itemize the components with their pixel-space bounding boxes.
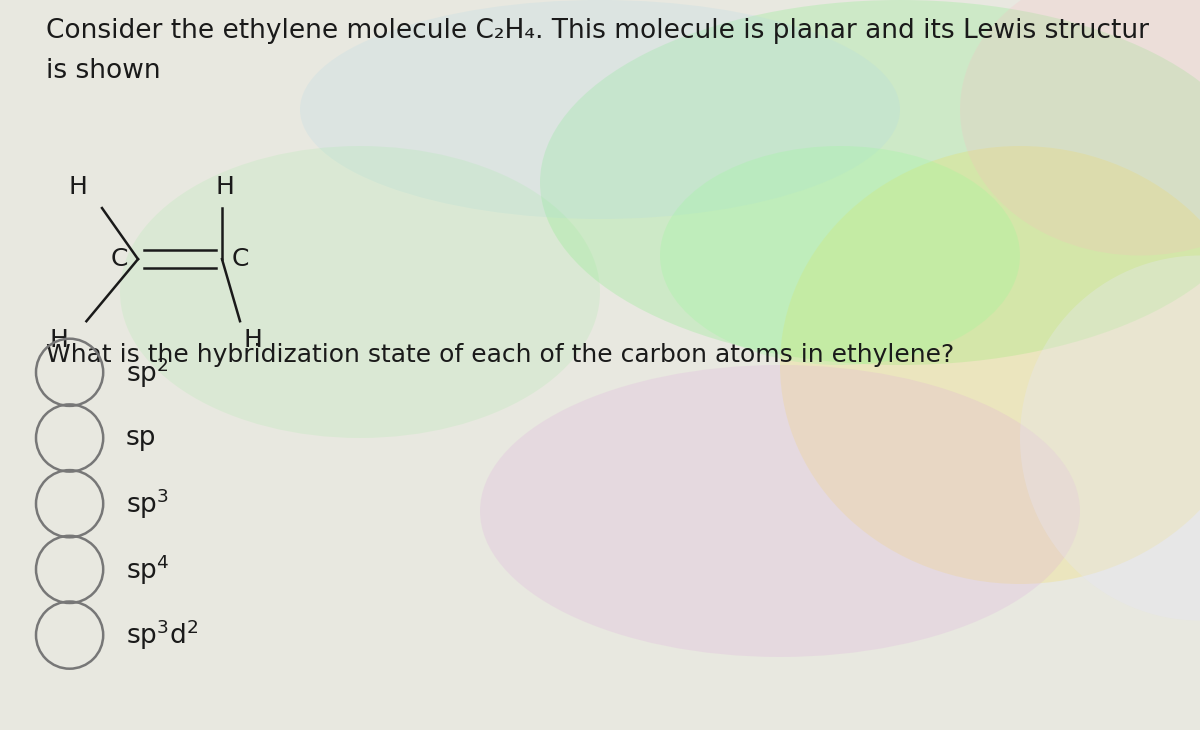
Text: Consider the ethylene molecule C₂H₄. This molecule is planar and its Lewis struc: Consider the ethylene molecule C₂H₄. Thi…	[46, 18, 1148, 45]
Ellipse shape	[660, 146, 1020, 365]
Text: H: H	[49, 328, 68, 353]
Text: What is the hybridization state of each of the carbon atoms in ethylene?: What is the hybridization state of each …	[46, 343, 954, 367]
Ellipse shape	[540, 0, 1200, 365]
Text: H: H	[244, 328, 263, 353]
Ellipse shape	[480, 365, 1080, 657]
Text: sp$^3$d$^2$: sp$^3$d$^2$	[126, 618, 198, 653]
Text: H: H	[216, 175, 235, 199]
Text: C: C	[112, 247, 128, 271]
Ellipse shape	[960, 0, 1200, 255]
Text: is shown: is shown	[46, 58, 161, 85]
Text: sp$^4$: sp$^4$	[126, 552, 169, 587]
Ellipse shape	[780, 146, 1200, 584]
Ellipse shape	[300, 0, 900, 219]
Text: sp: sp	[126, 425, 156, 451]
Text: sp$^3$: sp$^3$	[126, 486, 169, 521]
Ellipse shape	[1020, 255, 1200, 620]
Ellipse shape	[120, 146, 600, 438]
Text: H: H	[68, 175, 88, 199]
Text: C: C	[232, 247, 248, 271]
Text: sp$^2$: sp$^2$	[126, 355, 169, 390]
